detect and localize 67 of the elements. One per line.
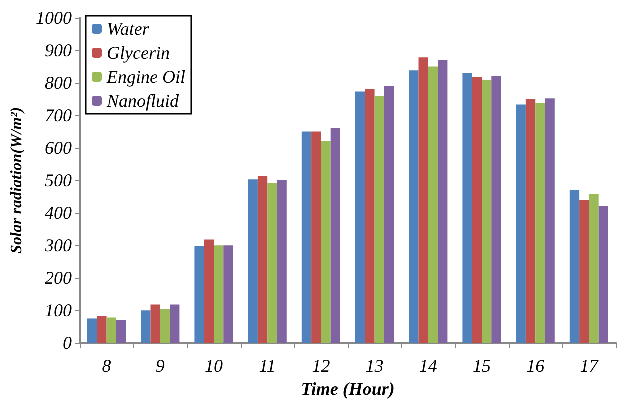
bar [580, 200, 590, 344]
bar [97, 316, 107, 344]
legend-label: Nanofluid [106, 91, 180, 111]
bar [277, 180, 287, 344]
y-tick-label: 200 [45, 268, 72, 288]
bar [194, 246, 204, 344]
y-tick-label: 500 [45, 170, 72, 191]
bar [589, 194, 599, 344]
bar [312, 132, 322, 344]
x-axis-title: Time (Hour) [301, 379, 395, 399]
bar [106, 318, 116, 344]
bar [170, 304, 180, 344]
bar [598, 206, 608, 344]
bar [150, 304, 160, 344]
bar [248, 180, 258, 344]
legend-label: Water [107, 19, 150, 39]
x-tick-label: 9 [156, 356, 165, 376]
y-tick-label: 400 [45, 203, 72, 224]
y-tick-label: 0 [63, 333, 72, 354]
bar [88, 318, 98, 344]
y-tick-label: 700 [45, 106, 72, 126]
bar [428, 66, 438, 344]
legend-label: Glycerin [107, 43, 170, 63]
bar [384, 86, 394, 344]
bar [482, 80, 492, 344]
x-tick-label: 17 [580, 356, 600, 376]
legend-label: Engine Oil [106, 67, 186, 87]
bar [526, 99, 536, 344]
bar [321, 142, 331, 344]
bar [160, 308, 170, 344]
bar [224, 246, 234, 344]
bar [472, 77, 482, 344]
x-tick-label: 8 [102, 356, 112, 376]
bar [492, 76, 502, 344]
x-tick-label: 16 [526, 356, 545, 376]
y-axis-title: Solar radiation(W/m²) [8, 107, 26, 254]
bar [258, 176, 268, 344]
y-tick-label: 300 [44, 236, 72, 256]
y-tick-label: 900 [45, 40, 72, 61]
x-tick-label: 15 [473, 356, 491, 376]
y-tick-label: 100 [45, 300, 72, 321]
y-tick-label: 800 [45, 73, 72, 94]
bar [418, 58, 428, 344]
bar [438, 60, 448, 344]
x-tick-label: 13 [366, 356, 384, 376]
y-tick-label: 1000 [36, 8, 72, 28]
bar [409, 70, 419, 344]
bar [570, 190, 580, 344]
x-tick-label: 10 [205, 356, 223, 376]
bar [330, 128, 340, 344]
bar [204, 240, 214, 344]
x-tick-label: 14 [419, 356, 438, 376]
bar [268, 183, 278, 344]
bar [536, 103, 546, 344]
bar [374, 96, 384, 344]
bar [116, 320, 126, 344]
bar [302, 132, 312, 344]
bar [365, 90, 375, 344]
y-tick-label: 600 [45, 138, 72, 158]
bar [356, 92, 366, 344]
bar [141, 310, 151, 344]
x-tick-label: 12 [312, 356, 330, 376]
bar [462, 73, 472, 344]
bar [516, 104, 526, 344]
bar [214, 246, 224, 344]
x-tick-label: 11 [259, 356, 276, 376]
bar [545, 98, 555, 344]
